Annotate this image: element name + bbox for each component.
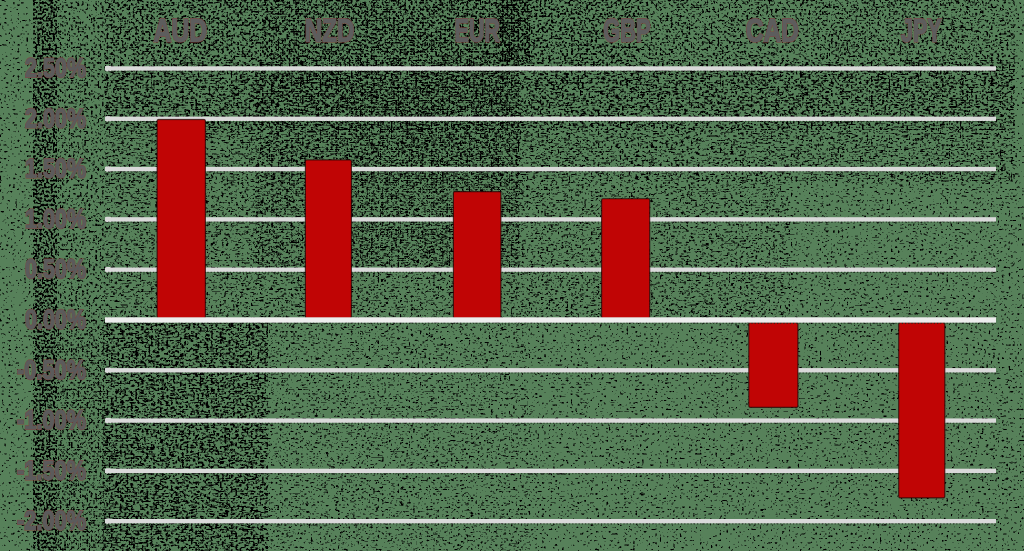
- svg-text:GBP: GBP: [603, 12, 650, 48]
- svg-text:-1.50%: -1.50%: [17, 455, 86, 485]
- svg-text:-0.50%: -0.50%: [17, 355, 86, 385]
- svg-text:-0.50%: -0.50%: [17, 355, 86, 385]
- svg-text:2.00%: 2.00%: [25, 103, 86, 133]
- svg-text:1.50%: 1.50%: [25, 154, 86, 184]
- svg-text:AUD: AUD: [153, 12, 207, 48]
- svg-text:CAD: CAD: [746, 12, 799, 48]
- svg-text:-1.00%: -1.00%: [17, 405, 86, 435]
- svg-text:1.50%: 1.50%: [25, 154, 86, 184]
- svg-text:-2.00%: -2.00%: [17, 506, 86, 536]
- svg-text:2.50%: 2.50%: [25, 53, 86, 83]
- svg-text:2.00%: 2.00%: [25, 103, 86, 133]
- svg-text:0.50%: 0.50%: [25, 254, 86, 284]
- svg-text:NZD: NZD: [305, 12, 355, 48]
- svg-text:GBP: GBP: [603, 12, 650, 48]
- svg-text:0.00%: 0.00%: [25, 305, 86, 335]
- svg-text:NZD: NZD: [305, 12, 355, 48]
- svg-text:2.50%: 2.50%: [25, 53, 86, 83]
- svg-text:CAD: CAD: [746, 12, 799, 48]
- svg-text:-1.50%: -1.50%: [17, 455, 86, 485]
- svg-text:AUD: AUD: [153, 12, 207, 48]
- svg-text:EUR: EUR: [455, 12, 500, 48]
- svg-text:JPY: JPY: [901, 12, 942, 48]
- svg-text:1.00%: 1.00%: [25, 204, 86, 234]
- svg-text:EUR: EUR: [455, 12, 500, 48]
- svg-text:1.00%: 1.00%: [25, 204, 86, 234]
- svg-text:0.50%: 0.50%: [25, 254, 86, 284]
- svg-text:-2.00%: -2.00%: [17, 506, 86, 536]
- svg-text:0.00%: 0.00%: [25, 305, 86, 335]
- svg-text:JPY: JPY: [901, 12, 942, 48]
- svg-text:-1.00%: -1.00%: [17, 405, 86, 435]
